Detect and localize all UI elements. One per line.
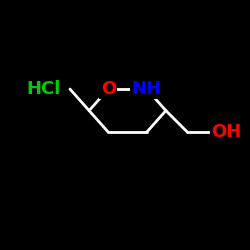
- Text: NH: NH: [132, 80, 162, 98]
- Text: HCl: HCl: [26, 80, 61, 98]
- Text: OH: OH: [212, 123, 242, 141]
- Text: O: O: [101, 80, 116, 98]
